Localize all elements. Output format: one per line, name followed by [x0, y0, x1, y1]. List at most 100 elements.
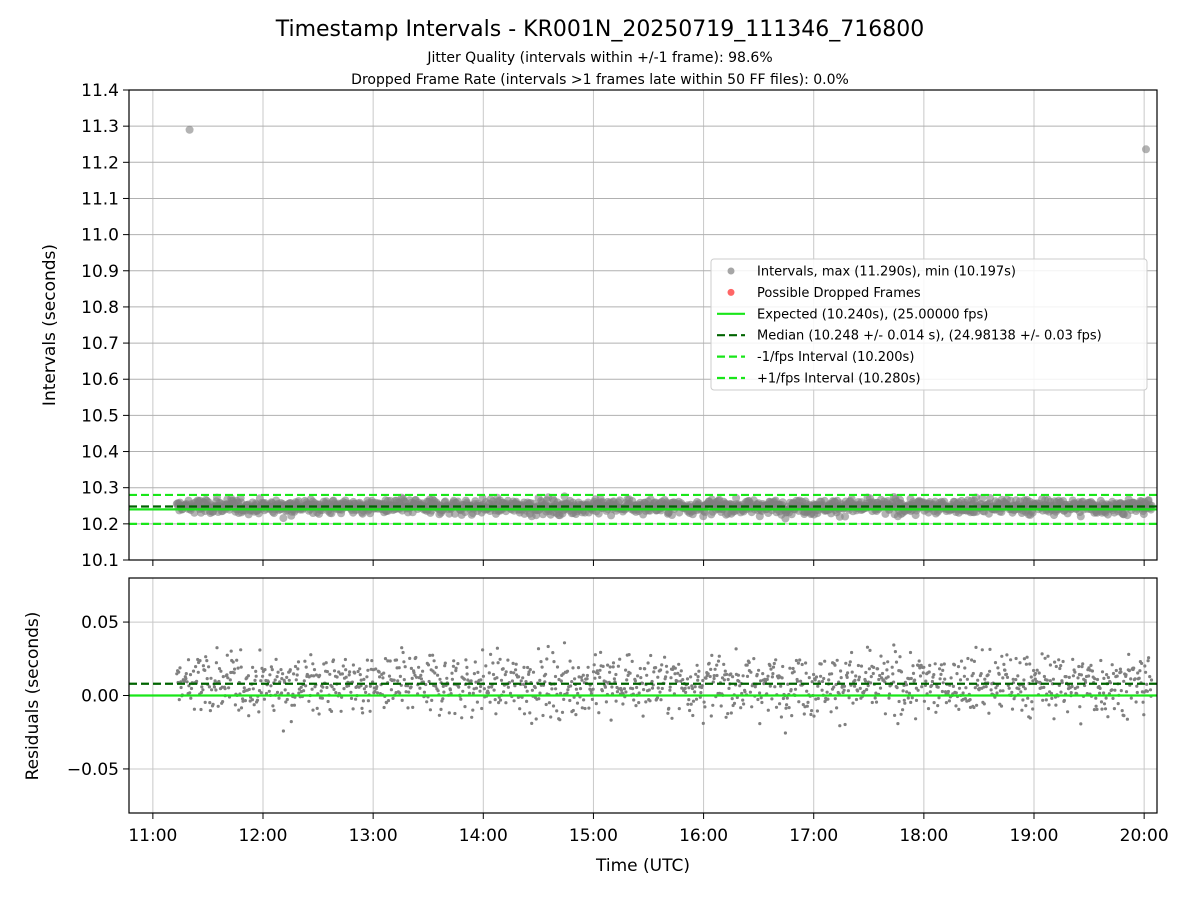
residual-point: [812, 672, 816, 677]
residual-point: [214, 661, 218, 665]
residual-point: [1042, 685, 1046, 690]
residual-point: [386, 699, 391, 703]
residual-point: [1060, 681, 1064, 685]
residual-point: [944, 701, 949, 705]
residual-point: [766, 674, 770, 678]
residual-point: [673, 672, 677, 676]
residual-point: [827, 678, 831, 682]
residual-point: [901, 708, 905, 712]
residual-point: [846, 671, 850, 675]
residual-point: [910, 696, 914, 700]
residual-point: [494, 712, 498, 716]
residual-point: [213, 679, 217, 683]
residual-point: [1094, 696, 1098, 700]
residual-point: [506, 658, 510, 662]
legend-label: -1/fps Interval (10.200s): [757, 350, 914, 365]
residual-point: [243, 699, 247, 703]
residual-point: [467, 691, 472, 695]
residual-point: [1118, 667, 1122, 671]
residual-point: [552, 660, 556, 664]
residual-point: [593, 653, 598, 657]
residual-point: [665, 670, 669, 674]
residual-point: [909, 676, 913, 681]
residual-point: [781, 696, 786, 701]
residual-point: [689, 675, 693, 679]
residual-point: [1012, 697, 1016, 701]
residual-point: [1053, 660, 1057, 664]
residual-point: [914, 698, 919, 703]
residual-point: [279, 668, 283, 672]
residual-point: [551, 704, 556, 708]
residual-point: [834, 682, 838, 687]
residual-point: [280, 691, 284, 695]
residual-point: [545, 657, 549, 661]
residual-point: [722, 662, 726, 667]
chart-title: Timestamp Intervals - KR001N_20250719_11…: [275, 17, 925, 42]
residual-point: [1141, 700, 1145, 704]
residual-point: [418, 686, 422, 690]
residual-point: [634, 704, 638, 708]
residual-point: [996, 666, 1000, 670]
residual-point: [364, 684, 368, 689]
residual-point: [526, 665, 530, 670]
residual-point: [886, 675, 890, 679]
residual-point: [1028, 716, 1032, 720]
residual-point: [845, 675, 849, 680]
residual-point: [311, 662, 315, 666]
residual-point: [1106, 715, 1110, 719]
residual-point: [309, 653, 313, 657]
residual-point: [365, 658, 369, 662]
residual-point: [427, 679, 431, 684]
residual-point: [934, 710, 938, 714]
residual-point: [1048, 663, 1052, 667]
residual-point: [409, 666, 413, 671]
residual-point: [1142, 713, 1146, 717]
residual-point: [978, 686, 982, 690]
residual-point: [798, 658, 802, 662]
residual-point: [382, 705, 386, 710]
residual-point: [226, 676, 230, 680]
residual-point: [1029, 675, 1033, 679]
residual-point: [540, 665, 544, 669]
residual-point: [1138, 669, 1142, 673]
residual-point: [349, 696, 354, 701]
residual-point: [749, 670, 753, 674]
residual-point: [729, 672, 733, 676]
residual-point: [189, 686, 194, 691]
residual-point: [482, 687, 486, 691]
residual-point: [549, 715, 553, 719]
residual-point: [191, 669, 196, 673]
residual-point: [456, 662, 460, 666]
residual-point: [684, 690, 688, 695]
residual-point: [1004, 672, 1009, 676]
residual-point: [601, 664, 605, 669]
residual-point: [1071, 674, 1075, 678]
residual-point: [1129, 696, 1133, 700]
top-y-tick-label: 10.9: [81, 262, 119, 282]
residual-point: [805, 704, 809, 708]
residual-point: [1077, 664, 1081, 669]
residual-point: [983, 677, 987, 681]
residual-point: [832, 685, 836, 689]
residual-point: [565, 669, 570, 673]
residual-point: [679, 669, 683, 673]
residual-point: [469, 679, 473, 683]
bottom-y-tick-label: 0.05: [81, 613, 119, 633]
residual-point: [1102, 676, 1106, 681]
residual-point: [512, 671, 516, 675]
residual-point: [239, 665, 243, 669]
residual-point: [649, 653, 653, 658]
residual-point: [694, 697, 699, 701]
residual-point: [569, 684, 573, 688]
residual-point: [585, 673, 590, 678]
residual-point: [625, 678, 629, 682]
residual-point: [1135, 684, 1139, 688]
residual-point: [201, 664, 205, 668]
residual-point: [295, 673, 299, 677]
intervals-panel: 10.1 10.2 10.3 10.4 10.5 10.6 10.7 10.8 10.9 11.0…: [81, 81, 1158, 571]
residual-point: [525, 699, 529, 704]
residual-point: [576, 666, 581, 670]
residual-point: [491, 661, 495, 665]
interval-outlier-point: [1141, 145, 1150, 154]
